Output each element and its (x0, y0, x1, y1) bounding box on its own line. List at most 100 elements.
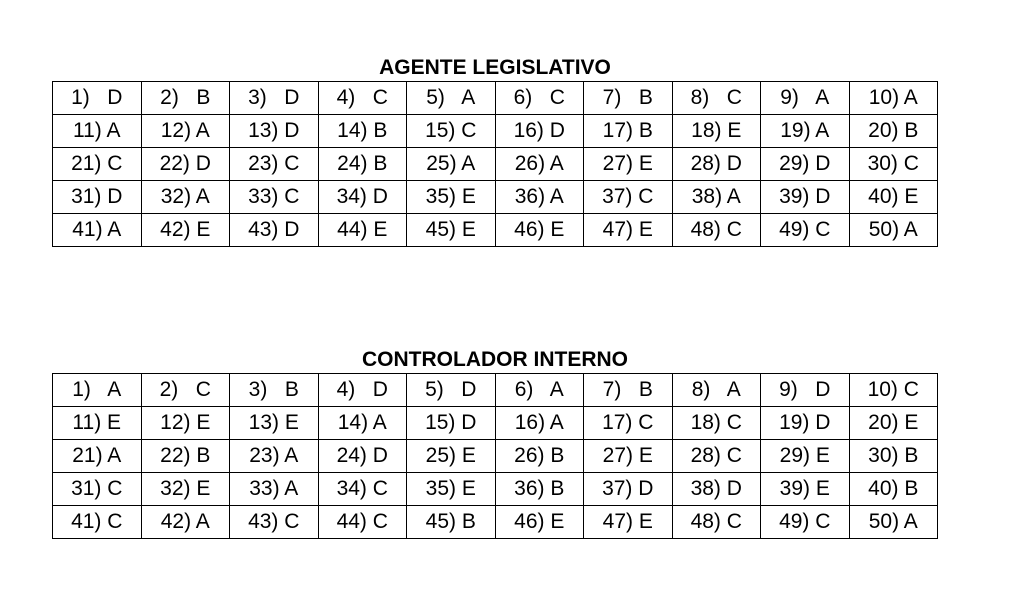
answer-cell: 41) A (52, 213, 142, 247)
answer-cell: 3) D (229, 81, 319, 115)
answer-cell: 25) A (406, 147, 496, 181)
table-row: 31) D 32) A 33) C 34) D 35) E 36) A 37) C 38) A… (52, 180, 938, 214)
answer-cell: 10) C (848, 373, 938, 407)
answer-cell: 24) D (317, 439, 407, 473)
answer-cell: 1) A (52, 373, 142, 407)
section-title: CONTROLADOR INTERNO (362, 348, 628, 371)
answer-cell: 36) B (494, 472, 584, 506)
answer-cell: 44) E (317, 213, 407, 247)
answer-cell: 14) B (317, 114, 407, 148)
answer-cell: 7) B (583, 81, 673, 115)
answer-cell: 50) A (848, 213, 938, 247)
answer-cell: 38) A (671, 180, 761, 214)
answer-cell: 23) A (229, 439, 319, 473)
answer-cell: 19) D (760, 406, 850, 440)
answer-cell: 27) E (583, 147, 673, 181)
answer-cell: 5) A (406, 81, 496, 115)
answer-cell: 32) A (140, 180, 230, 214)
answer-cell: 2) B (140, 81, 230, 115)
answer-cell: 16) A (494, 406, 584, 440)
answer-cell: 40) B (848, 472, 938, 506)
answer-cell: 17) B (583, 114, 673, 148)
answer-cell: 15) C (406, 114, 496, 148)
answer-cell: 29) E (760, 439, 850, 473)
answer-cell: 14) A (317, 406, 407, 440)
answer-cell: 11) A (52, 114, 142, 148)
answer-cell: 5) D (406, 373, 496, 407)
answer-table: 1) A 2) C 3) B 4) D 5) D 6) A 7) B 8) A 9) D 10) … (52, 373, 938, 539)
answer-cell: 35) E (406, 180, 496, 214)
answer-cell: 39) D (760, 180, 850, 214)
answer-cell: 41) C (52, 505, 142, 539)
table-row: 21) C 22) D 23) C 24) B 25) A 26) A 27) E 28) D… (52, 147, 938, 181)
answer-cell: 37) D (583, 472, 673, 506)
answer-cell: 48) C (671, 505, 761, 539)
answer-cell: 50) A (848, 505, 938, 539)
answer-cell: 9) A (760, 81, 850, 115)
answer-cell: 30) B (848, 439, 938, 473)
answer-cell: 28) C (671, 439, 761, 473)
answer-cell: 34) C (317, 472, 407, 506)
table-row: 31) C 32) E 33) A 34) C 35) E 36) B 37) D 38) D… (52, 472, 938, 506)
answer-cell: 48) C (671, 213, 761, 247)
answer-cell: 46) E (494, 505, 584, 539)
answer-cell: 26) B (494, 439, 584, 473)
answer-cell: 9) D (760, 373, 850, 407)
answer-cell: 12) A (140, 114, 230, 148)
answer-cell: 40) E (848, 180, 938, 214)
answer-cell: 37) C (583, 180, 673, 214)
answer-cell: 45) E (406, 213, 496, 247)
answer-cell: 39) E (760, 472, 850, 506)
answer-cell: 33) C (229, 180, 319, 214)
answer-cell: 11) E (52, 406, 142, 440)
answer-cell: 20) B (848, 114, 938, 148)
answer-table: 1) D 2) B 3) D 4) C 5) A 6) C 7) B 8) C 9) A 10) … (52, 81, 938, 247)
answer-cell: 15) D (406, 406, 496, 440)
answer-cell: 32) E (140, 472, 230, 506)
answer-cell: 45) B (406, 505, 496, 539)
table-row: 11) E 12) E 13) E 14) A 15) D 16) A 17) C 18) C… (52, 406, 938, 440)
table-row: 21) A 22) B 23) A 24) D 25) E 26) B 27) E 28) C… (52, 439, 938, 473)
answer-cell: 3) B (229, 373, 319, 407)
answer-cell: 18) E (671, 114, 761, 148)
answer-cell: 1) D (52, 81, 142, 115)
answer-key-controlador-interno: CONTROLADOR INTERNO 1) A 2) C 3) B 4) D 5) D… (52, 347, 938, 539)
answer-cell: 12) E (140, 406, 230, 440)
table-row: 41) A 42) E 43) D 44) E 45) E 46) E 47) E 48) C… (52, 213, 938, 247)
answer-cell: 18) C (671, 406, 761, 440)
answer-cell: 44) C (317, 505, 407, 539)
answer-cell: 28) D (671, 147, 761, 181)
answer-cell: 21) A (52, 439, 142, 473)
section-title: AGENTE LEGISLATIVO (379, 56, 611, 79)
answer-cell: 42) E (140, 213, 230, 247)
answer-cell: 16) D (494, 114, 584, 148)
answer-cell: 30) C (848, 147, 938, 181)
answer-cell: 2) C (140, 373, 230, 407)
answer-cell: 27) E (583, 439, 673, 473)
answer-cell: 4) C (317, 81, 407, 115)
table-row: 41) C 42) A 43) C 44) C 45) B 46) E 47) E 48) C… (52, 505, 938, 539)
answer-cell: 31) C (52, 472, 142, 506)
answer-cell: 4) D (317, 373, 407, 407)
answer-cell: 13) D (229, 114, 319, 148)
answer-cell: 33) A (229, 472, 319, 506)
answer-cell: 17) C (583, 406, 673, 440)
answer-cell: 19) A (760, 114, 850, 148)
answer-cell: 43) D (229, 213, 319, 247)
answer-cell: 7) B (583, 373, 673, 407)
answer-cell: 49) C (760, 213, 850, 247)
answer-cell: 21) C (52, 147, 142, 181)
answer-cell: 25) E (406, 439, 496, 473)
table-row: 1) D 2) B 3) D 4) C 5) A 6) C 7) B 8) C 9) A 10) … (52, 81, 938, 115)
answer-cell: 43) C (229, 505, 319, 539)
answer-cell: 35) E (406, 472, 496, 506)
table-row: 1) A 2) C 3) B 4) D 5) D 6) A 7) B 8) A 9) D 10) … (52, 373, 938, 407)
answer-cell: 8) A (671, 373, 761, 407)
answer-cell: 49) C (760, 505, 850, 539)
answer-cell: 31) D (52, 180, 142, 214)
answer-cell: 46) E (494, 213, 584, 247)
answer-cell: 6) A (494, 373, 584, 407)
answer-cell: 42) A (140, 505, 230, 539)
answer-cell: 22) D (140, 147, 230, 181)
